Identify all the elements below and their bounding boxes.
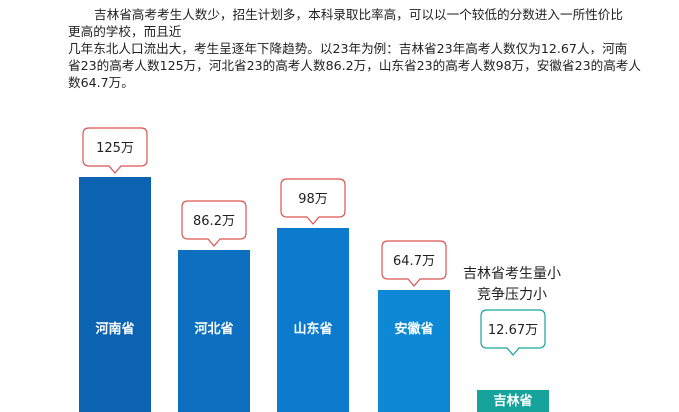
intro-line-1: 吉林省高考考生人数少，招生计划多，本科录取比率高，可以以一个较低的分数进入一所性… [94, 7, 623, 22]
intro-line-3: 几年东北人口流出大，考生呈逐年下降趋势。以23年为例：吉林省23年高考人数仅为1… [68, 41, 628, 56]
category-label-0: 河南省 [95, 321, 134, 337]
jilin-note: 吉林省考生量小 竞争压力小 [452, 264, 572, 306]
bar-1 [178, 250, 250, 412]
jilin-note-line-2: 竞争压力小 [477, 287, 547, 303]
value-label-3: 64.7万 [393, 254, 435, 269]
value-label-1: 86.2万 [193, 214, 235, 229]
intro-line-4: 省23的高考人数125万，河北省23的高考人数86.2万，山东省23的高考人数9… [68, 58, 641, 73]
bar-2 [277, 228, 349, 412]
bar-3 [378, 290, 450, 412]
jilin-note-line-1: 吉林省考生量小 [463, 266, 561, 282]
value-callout-1 [181, 200, 247, 247]
category-label-4: 吉林省 [493, 393, 532, 409]
intro-line-5: 数64.7万。 [68, 75, 134, 90]
value-callout-0 [82, 127, 148, 174]
category-label-3: 安徽省 [394, 321, 433, 337]
value-callout-4 [480, 309, 546, 356]
value-label-4: 12.67万 [488, 323, 538, 338]
intro-paragraph: 吉林省高考考生人数少，招生计划多，本科录取比率高，可以以一个较低的分数进入一所性… [68, 6, 668, 91]
category-label-2: 山东省 [293, 321, 332, 337]
bar-4 [477, 390, 549, 412]
value-callout-2 [280, 178, 346, 225]
bar-0 [79, 177, 151, 412]
intro-line-2: 更高的学校，而且近 [68, 24, 182, 39]
category-label-1: 河北省 [194, 321, 233, 337]
value-label-2: 98万 [298, 192, 328, 207]
value-label-0: 125万 [96, 141, 134, 156]
value-callout-3 [381, 240, 447, 287]
